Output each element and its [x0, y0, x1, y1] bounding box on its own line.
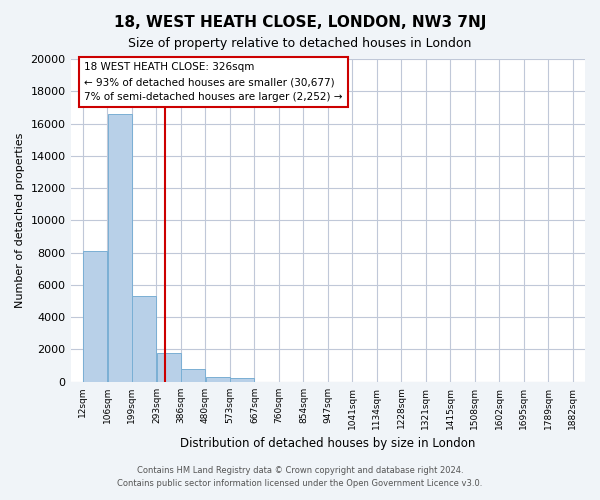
Bar [206, 377, 230, 382]
Text: Size of property relative to detached houses in London: Size of property relative to detached ho… [128, 38, 472, 51]
Bar [108, 114, 132, 382]
Bar [157, 352, 181, 382]
Bar [181, 369, 205, 382]
X-axis label: Distribution of detached houses by size in London: Distribution of detached houses by size … [180, 437, 475, 450]
Text: 18, WEST HEATH CLOSE, LONDON, NW3 7NJ: 18, WEST HEATH CLOSE, LONDON, NW3 7NJ [114, 15, 486, 30]
Text: 18 WEST HEATH CLOSE: 326sqm
← 93% of detached houses are smaller (30,677)
7% of : 18 WEST HEATH CLOSE: 326sqm ← 93% of det… [84, 62, 343, 102]
Y-axis label: Number of detached properties: Number of detached properties [15, 132, 25, 308]
Bar [83, 251, 107, 382]
Bar [230, 378, 254, 382]
Bar [132, 296, 156, 382]
Text: Contains HM Land Registry data © Crown copyright and database right 2024.
Contai: Contains HM Land Registry data © Crown c… [118, 466, 482, 487]
